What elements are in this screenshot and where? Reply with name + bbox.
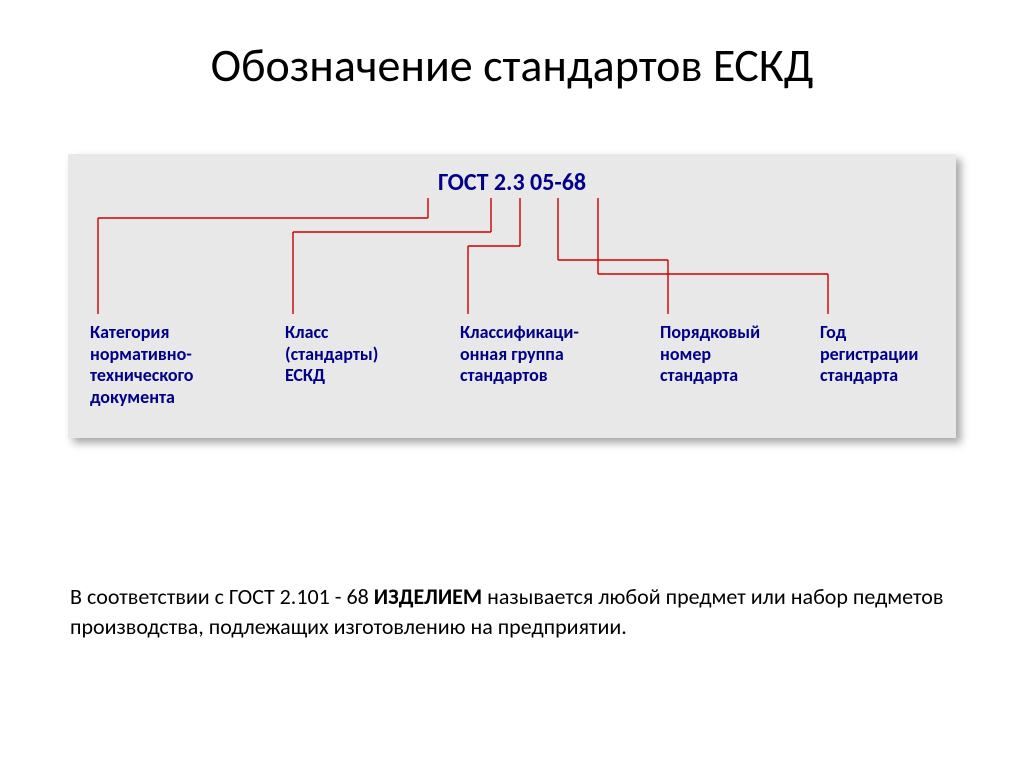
diagram-leaf-line: (стандарты) bbox=[285, 344, 378, 366]
slide: Обозначение стандартов ЕСКД ГОСТ 2.3 05-… bbox=[0, 0, 1024, 767]
diagram-leaf-line: стандарта bbox=[820, 365, 918, 387]
diagram-leaf-line: номер bbox=[660, 344, 760, 366]
diagram-leaf-line: онная группа bbox=[460, 344, 579, 366]
slide-title: Обозначение стандартов ЕСКД bbox=[0, 38, 1024, 94]
diagram-leaf-line: технического bbox=[90, 365, 193, 387]
diagram-leaf-line: нормативно- bbox=[90, 344, 193, 366]
diagram-connectors bbox=[68, 154, 956, 438]
diagram-leaf: Классификаци-онная группастандартов bbox=[460, 322, 579, 387]
diagram-leaf-line: Год bbox=[820, 322, 918, 344]
diagram-panel: ГОСТ 2.3 05-68 Категориянормативно-техни… bbox=[68, 154, 956, 438]
diagram-leaf: Категориянормативно-техническогодокумент… bbox=[90, 322, 193, 408]
diagram-leaf-line: документа bbox=[90, 387, 193, 409]
diagram-leaf-line: Порядковый bbox=[660, 322, 760, 344]
diagram-leaf-line: Класс bbox=[285, 322, 378, 344]
footer-bold: ИЗДЕЛИЕМ bbox=[374, 583, 482, 610]
diagram-leaf-line: регистрации bbox=[820, 344, 918, 366]
diagram-leaf: Класс(стандарты)ЕСКД bbox=[285, 322, 378, 387]
diagram-leaf-line: Категория bbox=[90, 322, 193, 344]
diagram-leaf: Годрегистрациистандарта bbox=[820, 322, 918, 387]
footer-pre: В соответствии с ГОСТ 2.101 - 68 bbox=[70, 583, 374, 610]
diagram-leaf-line: Классификаци- bbox=[460, 322, 579, 344]
diagram-leaf-line: стандартов bbox=[460, 365, 579, 387]
diagram-leaf-line: ЕСКД bbox=[285, 365, 378, 387]
footer-paragraph: В соответствии с ГОСТ 2.101 - 68 ИЗДЕЛИЕ… bbox=[70, 582, 954, 641]
diagram-leaf: Порядковыйномерстандарта bbox=[660, 322, 760, 387]
diagram-leaf-line: стандарта bbox=[660, 365, 760, 387]
